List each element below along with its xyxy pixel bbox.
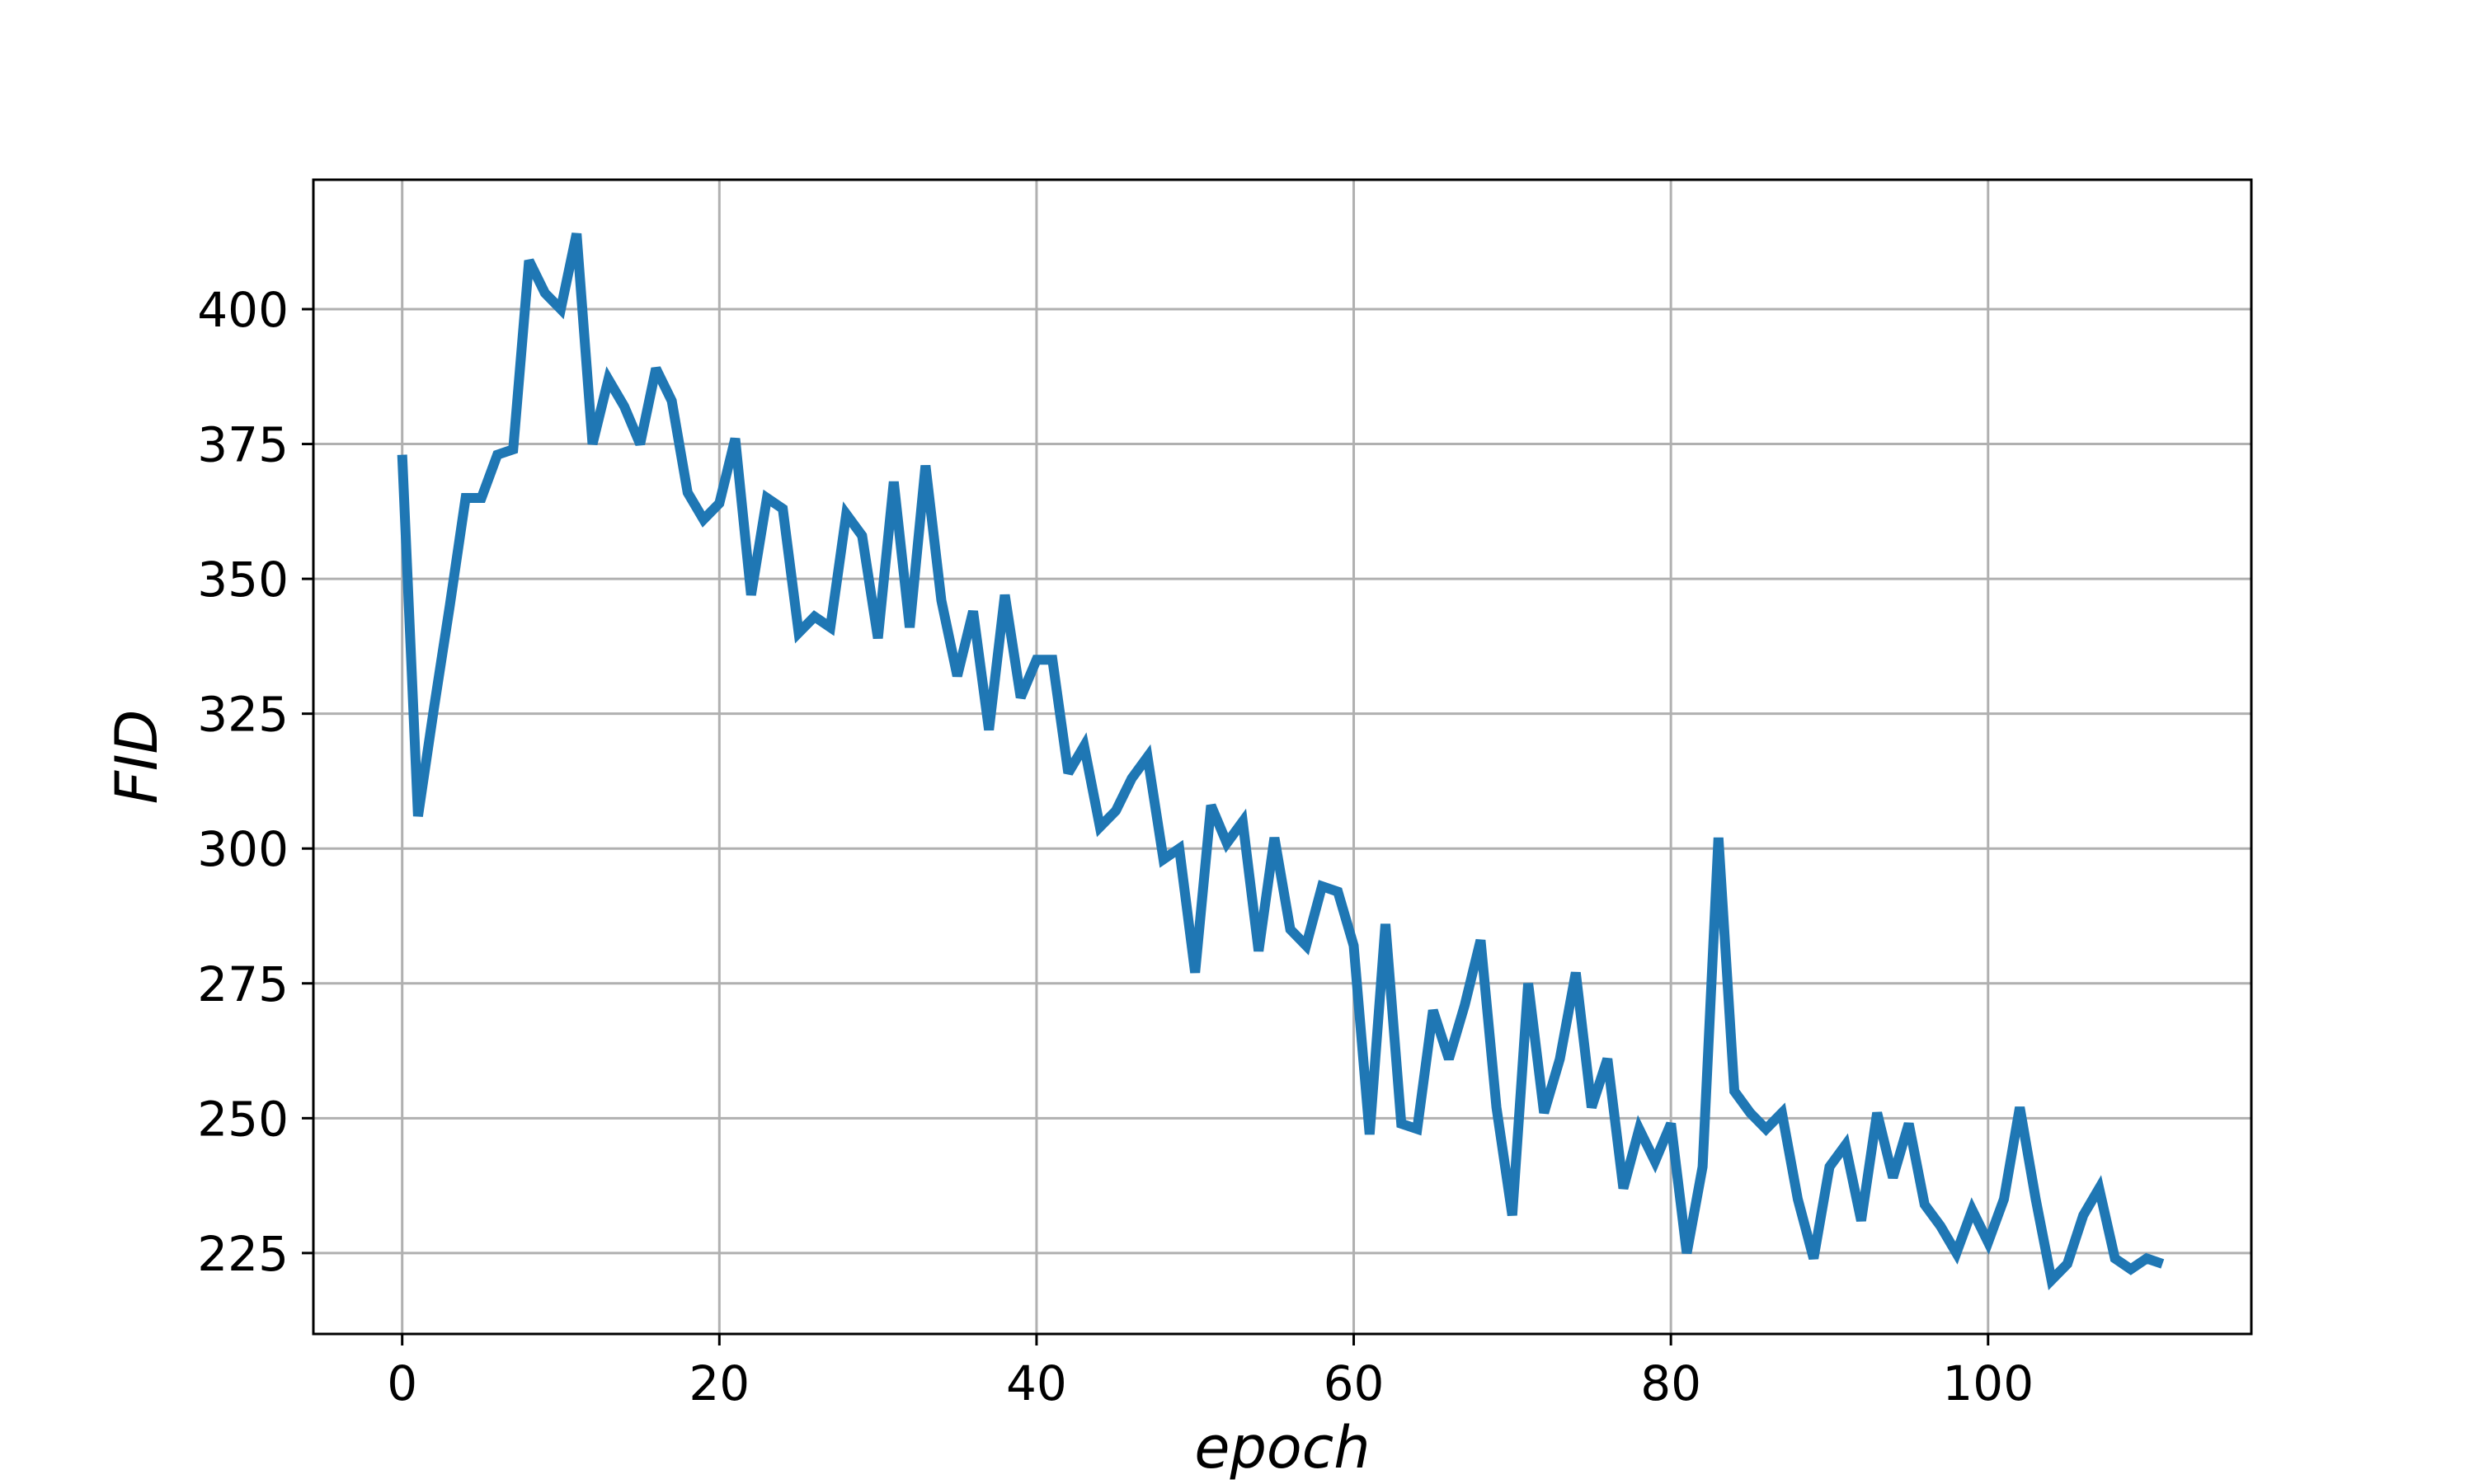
x-tick-label: 60 [1324, 1355, 1385, 1411]
ticks: 0 20 40 60 80 100 225 250 275 300 325 350 375 400 [197, 282, 2034, 1411]
y-tick-label: 225 [197, 1226, 289, 1282]
y-tick-label: 325 [197, 687, 289, 743]
y-tick-label: 275 [197, 956, 289, 1012]
x-tick-label: 40 [1006, 1355, 1067, 1411]
x-tick-label: 0 [387, 1355, 417, 1411]
y-tick-label: 375 [197, 417, 289, 473]
plot-frame [312, 178, 2253, 1336]
y-tick-label: 350 [197, 552, 289, 608]
x-tick-label: 20 [689, 1355, 750, 1411]
series-layer [397, 232, 2165, 1290]
y-tick-label: 250 [197, 1091, 289, 1147]
grid [313, 180, 2251, 1334]
x-axis-title: epoch [1194, 1414, 1370, 1482]
x-tick-label: 80 [1640, 1355, 1701, 1411]
y-axis-title: FID [103, 710, 171, 805]
y-tick-label: 300 [197, 821, 289, 877]
series-line [397, 232, 2165, 1290]
x-tick-label: 100 [1942, 1355, 2034, 1411]
y-tick-label: 400 [197, 282, 289, 338]
